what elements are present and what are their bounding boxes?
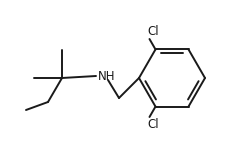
- Text: NH: NH: [98, 69, 116, 82]
- Text: Cl: Cl: [148, 118, 159, 131]
- Text: Cl: Cl: [148, 25, 159, 38]
